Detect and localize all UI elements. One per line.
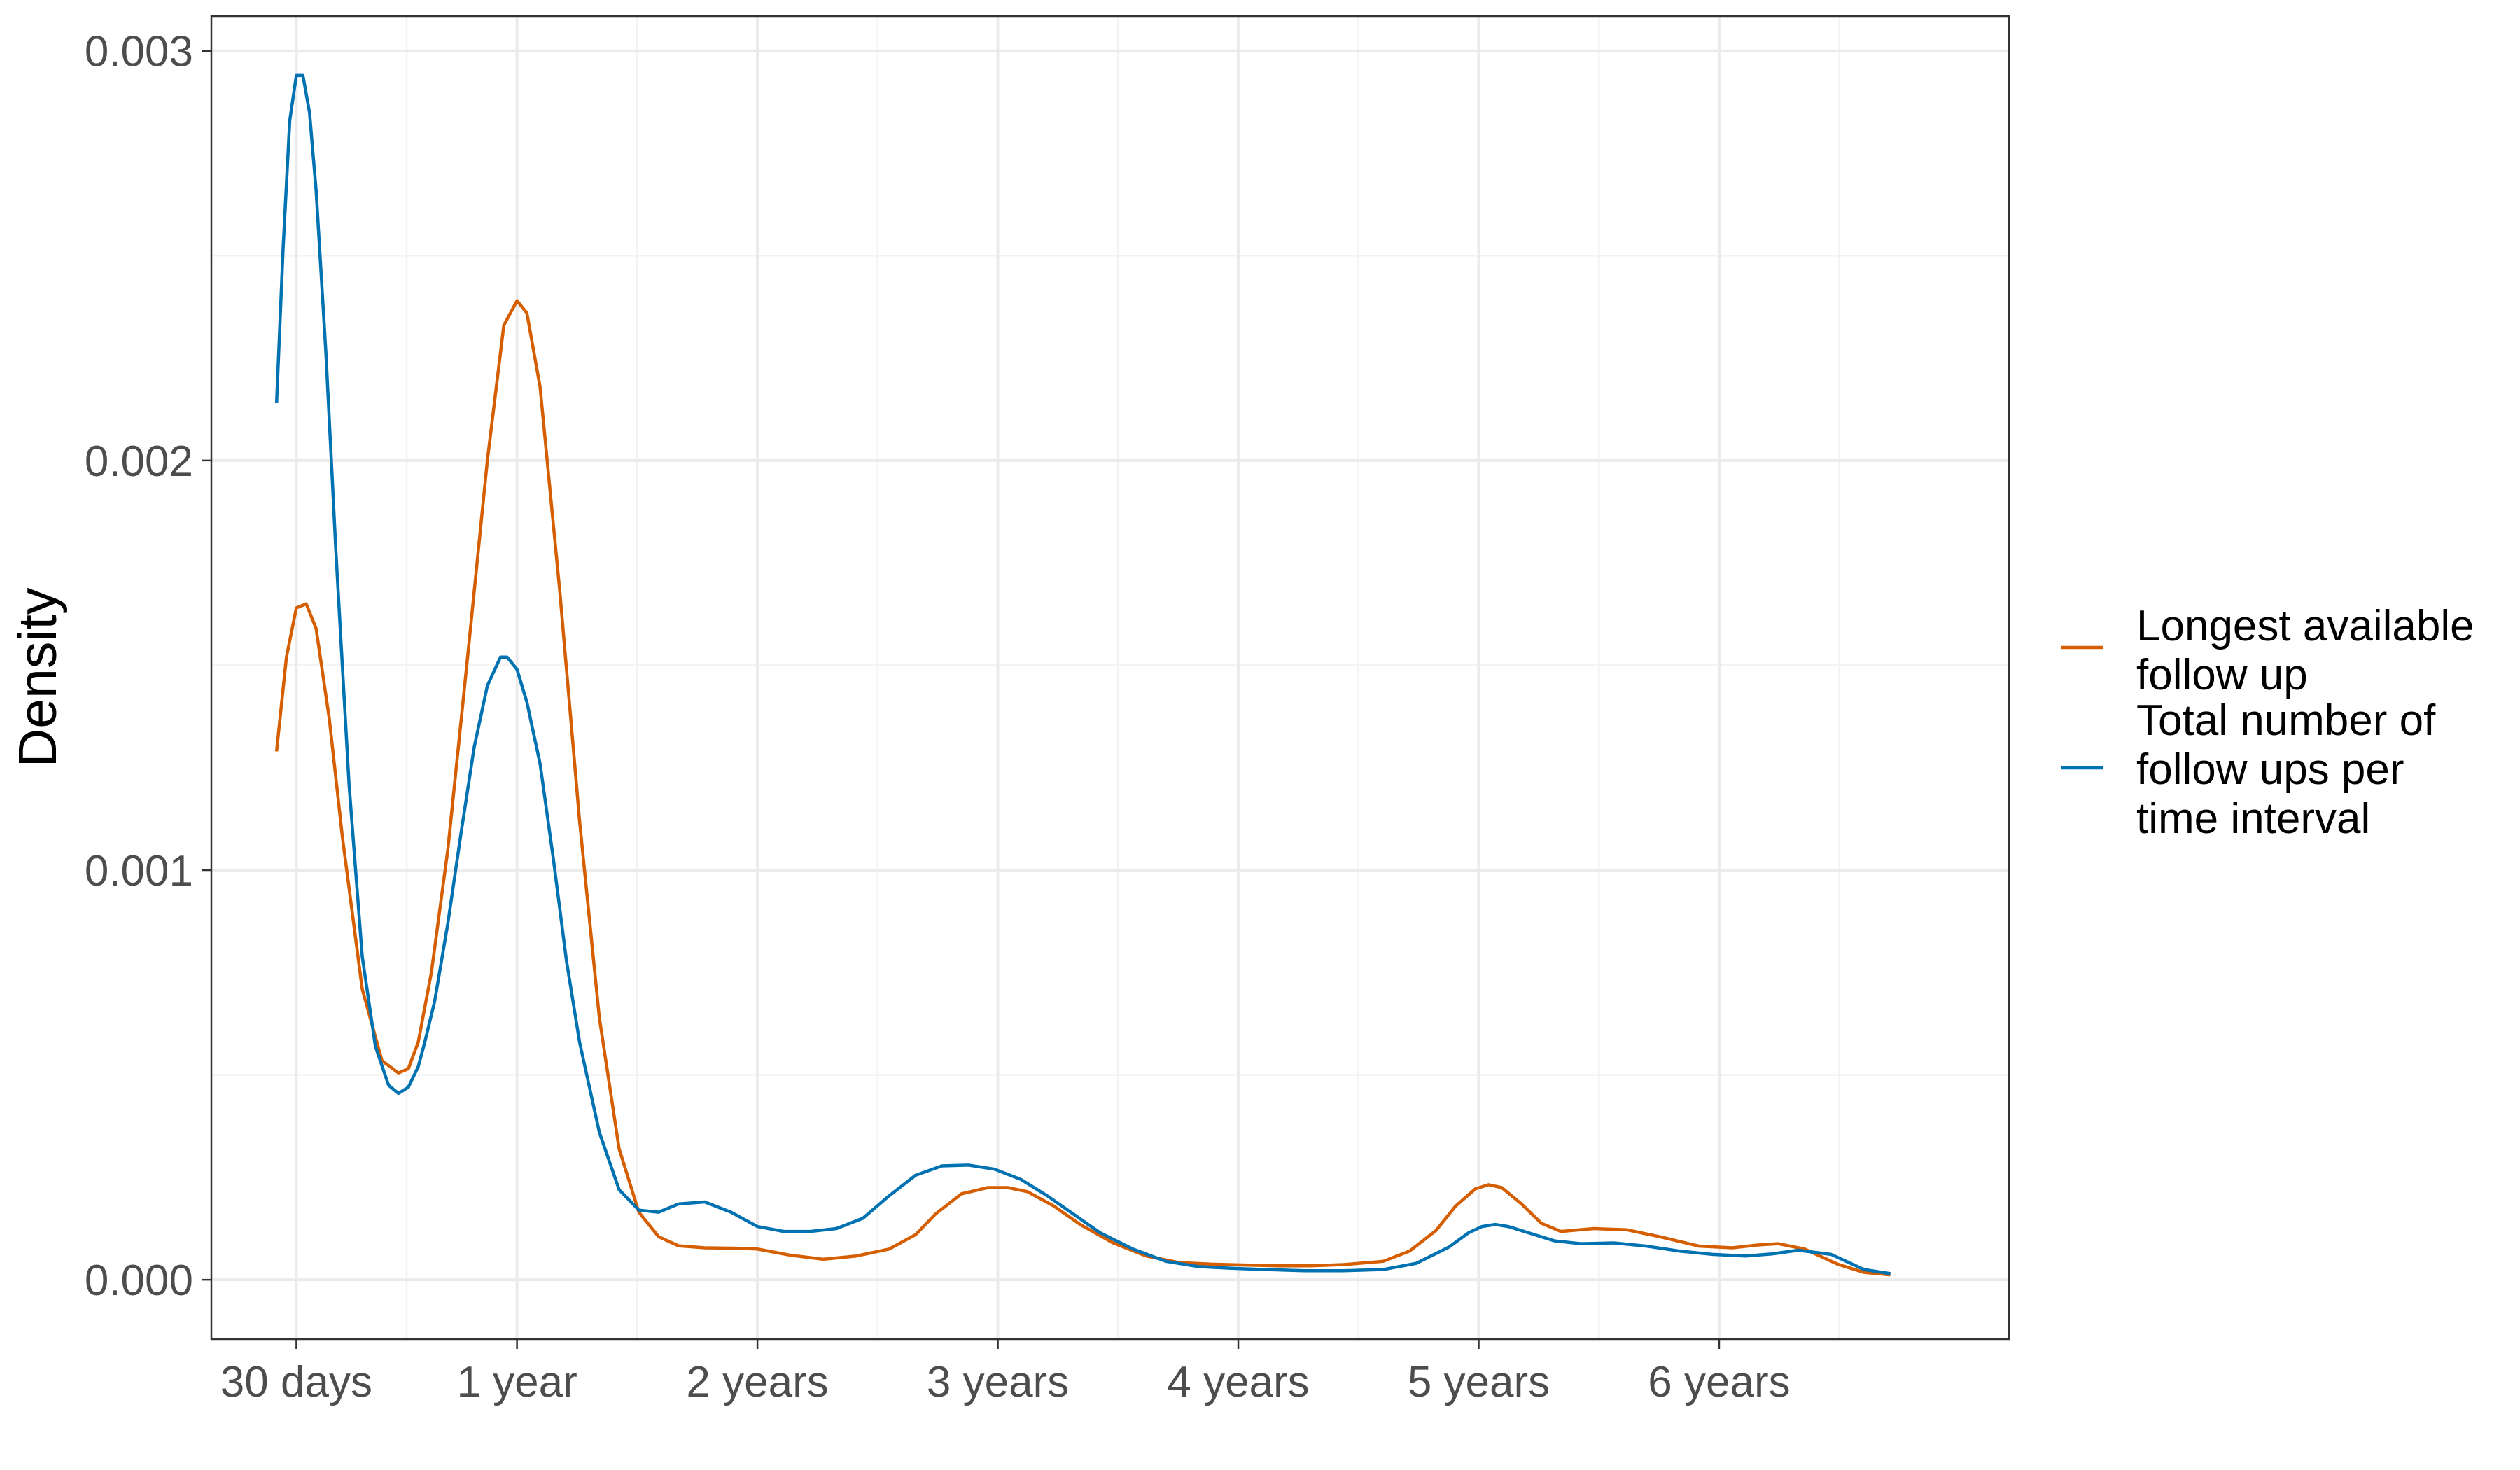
- x-tick-label: 3 years: [927, 1358, 1069, 1406]
- y-tick-label: 0.002: [85, 438, 193, 486]
- panel-border: [210, 15, 2010, 1340]
- y-tick-label: 0.001: [85, 847, 193, 895]
- x-tick-label: 5 years: [1408, 1358, 1550, 1406]
- y-axis-title: Density: [8, 587, 68, 767]
- series-line-1: [274, 299, 1891, 1277]
- x-tick-label: 1 year: [456, 1358, 577, 1406]
- series-line-2: [274, 74, 1891, 1275]
- x-tick-label: 30 days: [220, 1358, 372, 1406]
- y-axis: 0.000 0.001 0.002 0.003: [85, 28, 211, 1305]
- x-tick-label: 2 years: [686, 1358, 828, 1406]
- legend-item-2: Total number of follow ups per time interv…: [2061, 696, 2436, 843]
- legend-label: Total number of follow ups per time interv…: [2136, 696, 2436, 843]
- x-tick-label: 4 years: [1167, 1358, 1309, 1406]
- minor-gridlines: [211, 16, 2009, 1339]
- x-axis: 30 days 1 year 2 years 3 years 4 years 5 year…: [220, 1339, 1791, 1406]
- series-lines: [274, 74, 1891, 1277]
- major-gridlines: [211, 16, 2009, 1339]
- y-tick-label: 0.000: [85, 1256, 193, 1305]
- y-tick-label: 0.003: [85, 28, 193, 76]
- legend-item-1: Longest available follow up: [2061, 602, 2474, 699]
- legend-label: Longest available follow up: [2136, 602, 2474, 699]
- x-tick-label: 6 years: [1648, 1358, 1790, 1406]
